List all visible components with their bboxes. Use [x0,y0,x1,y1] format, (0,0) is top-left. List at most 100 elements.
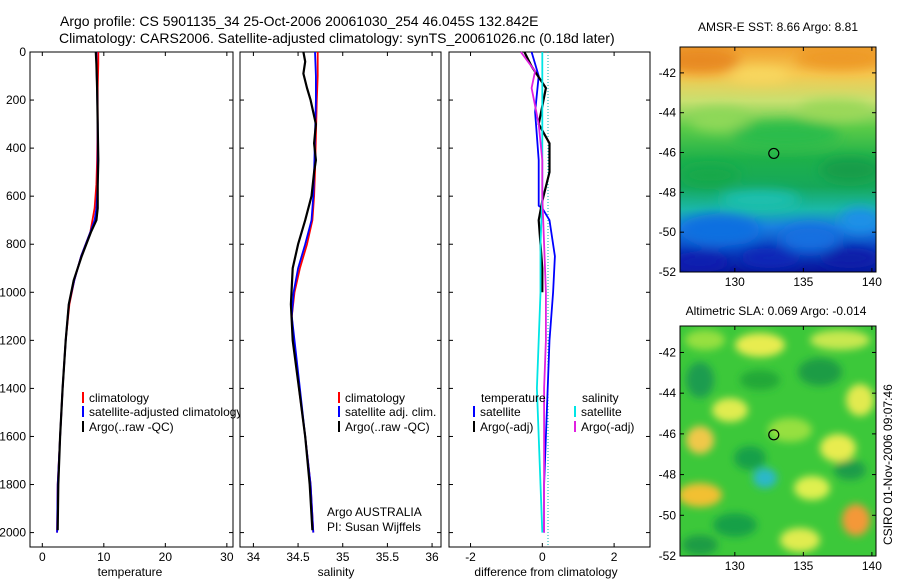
sla-map-field [680,326,876,556]
salinity-xtick-label: 34.5 [286,550,310,564]
sla-map-title: Altimetric SLA: 0.069 Argo: -0.014 [686,304,867,318]
salinity-xtick-label: 34 [247,550,261,564]
legend-swatch-argo [82,421,84,432]
difference-xlabel: difference from climatology [474,565,617,579]
difference-xtick-label: -2 [465,550,476,564]
legend-swatch-sal-argo [338,421,340,432]
sla_map-xtick-label: 135 [793,559,813,573]
depth-tick-label: 0 [19,45,26,59]
legend-swatch-diff-temp-satellite [473,406,475,417]
temperature-axes-box [29,51,234,548]
legend-swatch-sal-satellite [338,406,340,417]
legend-swatch-satellite-adjusted [82,406,84,417]
legend-swatch-diff-temp-argo [473,421,475,432]
legend-label-diff-sal-satellite: satellite [581,405,622,419]
sst-map-panel: AMSR-E SST: 8.66 Argo: 8.81 [659,20,883,289]
temperature-panel: 0 10 20 30 0 200 400 600 800 1000 1200 1400 1600 1800… [0,45,242,579]
sla_map-xtick-label: 130 [725,559,745,573]
legend-label-climatology: climatology [89,391,149,405]
sst-map-title: AMSR-E SST: 8.66 Argo: 8.81 [698,20,858,34]
sla-map-frame [679,325,877,557]
legend-swatch-climatology [82,392,84,403]
depth-tick-label: 1200 [0,333,26,347]
sla_map-ytick-label: -50 [659,508,677,522]
sst_map-ytick-label: -46 [659,146,677,160]
difference-series [520,51,556,533]
legend-swatch-diff-sal-satellite [574,406,576,417]
salinity-xtick-label: 36 [425,550,439,564]
difference-series-salinity-argo-adj- [520,51,547,533]
sla-map-panel: Altimetric SLA: 0.069 Argo: -0.014 [659,304,883,573]
sst_map-xtick-label: 130 [725,275,745,289]
salinity-xtick-label: 35 [336,550,350,564]
sla-argo-marker [768,429,780,441]
temperature-ticks: 0 10 20 30 0 200 400 600 800 1000 1200 1400 1600 1800… [0,45,234,564]
sst_map-ytick-label: -48 [659,185,677,199]
depth-tick-label: 1600 [0,429,26,443]
legend-swatch-diff-sal-argo [574,421,576,432]
salinity-xtick-label: 35.5 [376,550,400,564]
difference-xtick-label: 2 [611,550,618,564]
depth-tick-label: 1400 [0,381,26,395]
salinity-ticks: 34 34.5 35 35.5 36 [240,51,441,564]
temperature-xtick-label: 30 [220,550,234,564]
temperature-legend: climatology satellite-adjusted climatolo… [82,391,242,434]
salinity-axes-box [239,51,442,548]
temperature-series-argo-raw-qc- [56,51,100,531]
side-timestamp-label: CSIRO 01-Nov-2006 09:07:46 [881,384,895,545]
temperature-xtick-label: 10 [97,550,111,564]
sla_map-xtick-label: 140 [862,559,882,573]
temperature-xlabel: temperature [98,565,163,579]
sst-map-frame [679,46,877,273]
legend-label-sal-climatology: climatology [345,391,405,405]
sst-map-ticks: 130 135 140 -42 -44 -46 -48 -50 -52 [659,47,882,289]
difference-ticks: -2 0 2 [449,51,650,564]
sla-map-ticks: 130 135 140 -42 -44 -46 -48 -50 -52 [659,326,882,573]
temperature-xtick-label: 20 [159,550,173,564]
sst_map-xtick-label: 140 [862,275,882,289]
legend-label-sal-argo: Argo(..raw -QC) [345,420,430,434]
difference-series-salinity-satellite [536,52,544,533]
depth-tick-label: 2000 [0,526,26,540]
difference-legend: temperature satellite Argo(-adj) salinit… [473,391,634,434]
salinity-legend: climatology satellite adj. clim. Argo(..… [338,391,436,434]
legend-title-temperature: temperature [481,391,546,405]
sst_map-ytick-label: -42 [659,66,677,80]
difference-series-temperature-satellite [530,51,556,533]
salinity-panel: 34 34.5 35 35.5 36 salinity climatology sate… [239,51,442,579]
difference-panel: -2 0 2 difference from climatology tempera… [448,51,651,579]
sla_map-ytick-label: -42 [659,345,677,359]
sst-argo-marker [768,147,780,160]
depth-tick-label: 600 [6,189,26,203]
legend-title-salinity: salinity [582,391,619,405]
argo-annotation-line2: PI: Susan Wijffels [327,520,421,534]
sst_map-ytick-label: -44 [659,106,677,120]
sla_map-ytick-label: -46 [659,427,677,441]
difference-xtick-label: 0 [539,550,546,564]
legend-label-sal-satellite: satellite adj. clim. [345,405,436,419]
depth-tick-label: 1800 [0,478,26,492]
temperature-xtick-label: 0 [39,550,46,564]
depth-tick-label: 200 [6,93,26,107]
legend-label-diff-sal-argo: Argo(-adj) [581,420,634,434]
header-line1: Argo profile: CS 5901135_34 25-Oct-2006 … [60,13,538,29]
legend-label-argo: Argo(..raw -QC) [89,420,174,434]
difference-axes-box [448,51,651,548]
sst_map-xtick-label: 135 [793,275,813,289]
salinity-xlabel: salinity [318,565,355,579]
sst_map-ytick-label: -52 [659,265,677,279]
sst_map-ytick-label: -50 [659,225,677,239]
sla_map-ytick-label: -52 [659,549,677,563]
legend-label-satellite-adjusted: satellite-adjusted climatology [89,405,242,419]
temperature-series [56,51,100,533]
header-line2: Climatology: CARS2006. Satellite-adjuste… [59,30,615,46]
depth-tick-label: 800 [6,237,26,251]
sst-map-field [680,47,876,272]
sla_map-ytick-label: -44 [659,386,677,400]
legend-swatch-sal-climatology [338,392,340,403]
legend-label-diff-temp-argo: Argo(-adj) [480,420,533,434]
sla_map-ytick-label: -48 [659,468,677,482]
salinity-series [289,51,319,533]
salinity-series-argo-raw-qc- [289,51,317,531]
